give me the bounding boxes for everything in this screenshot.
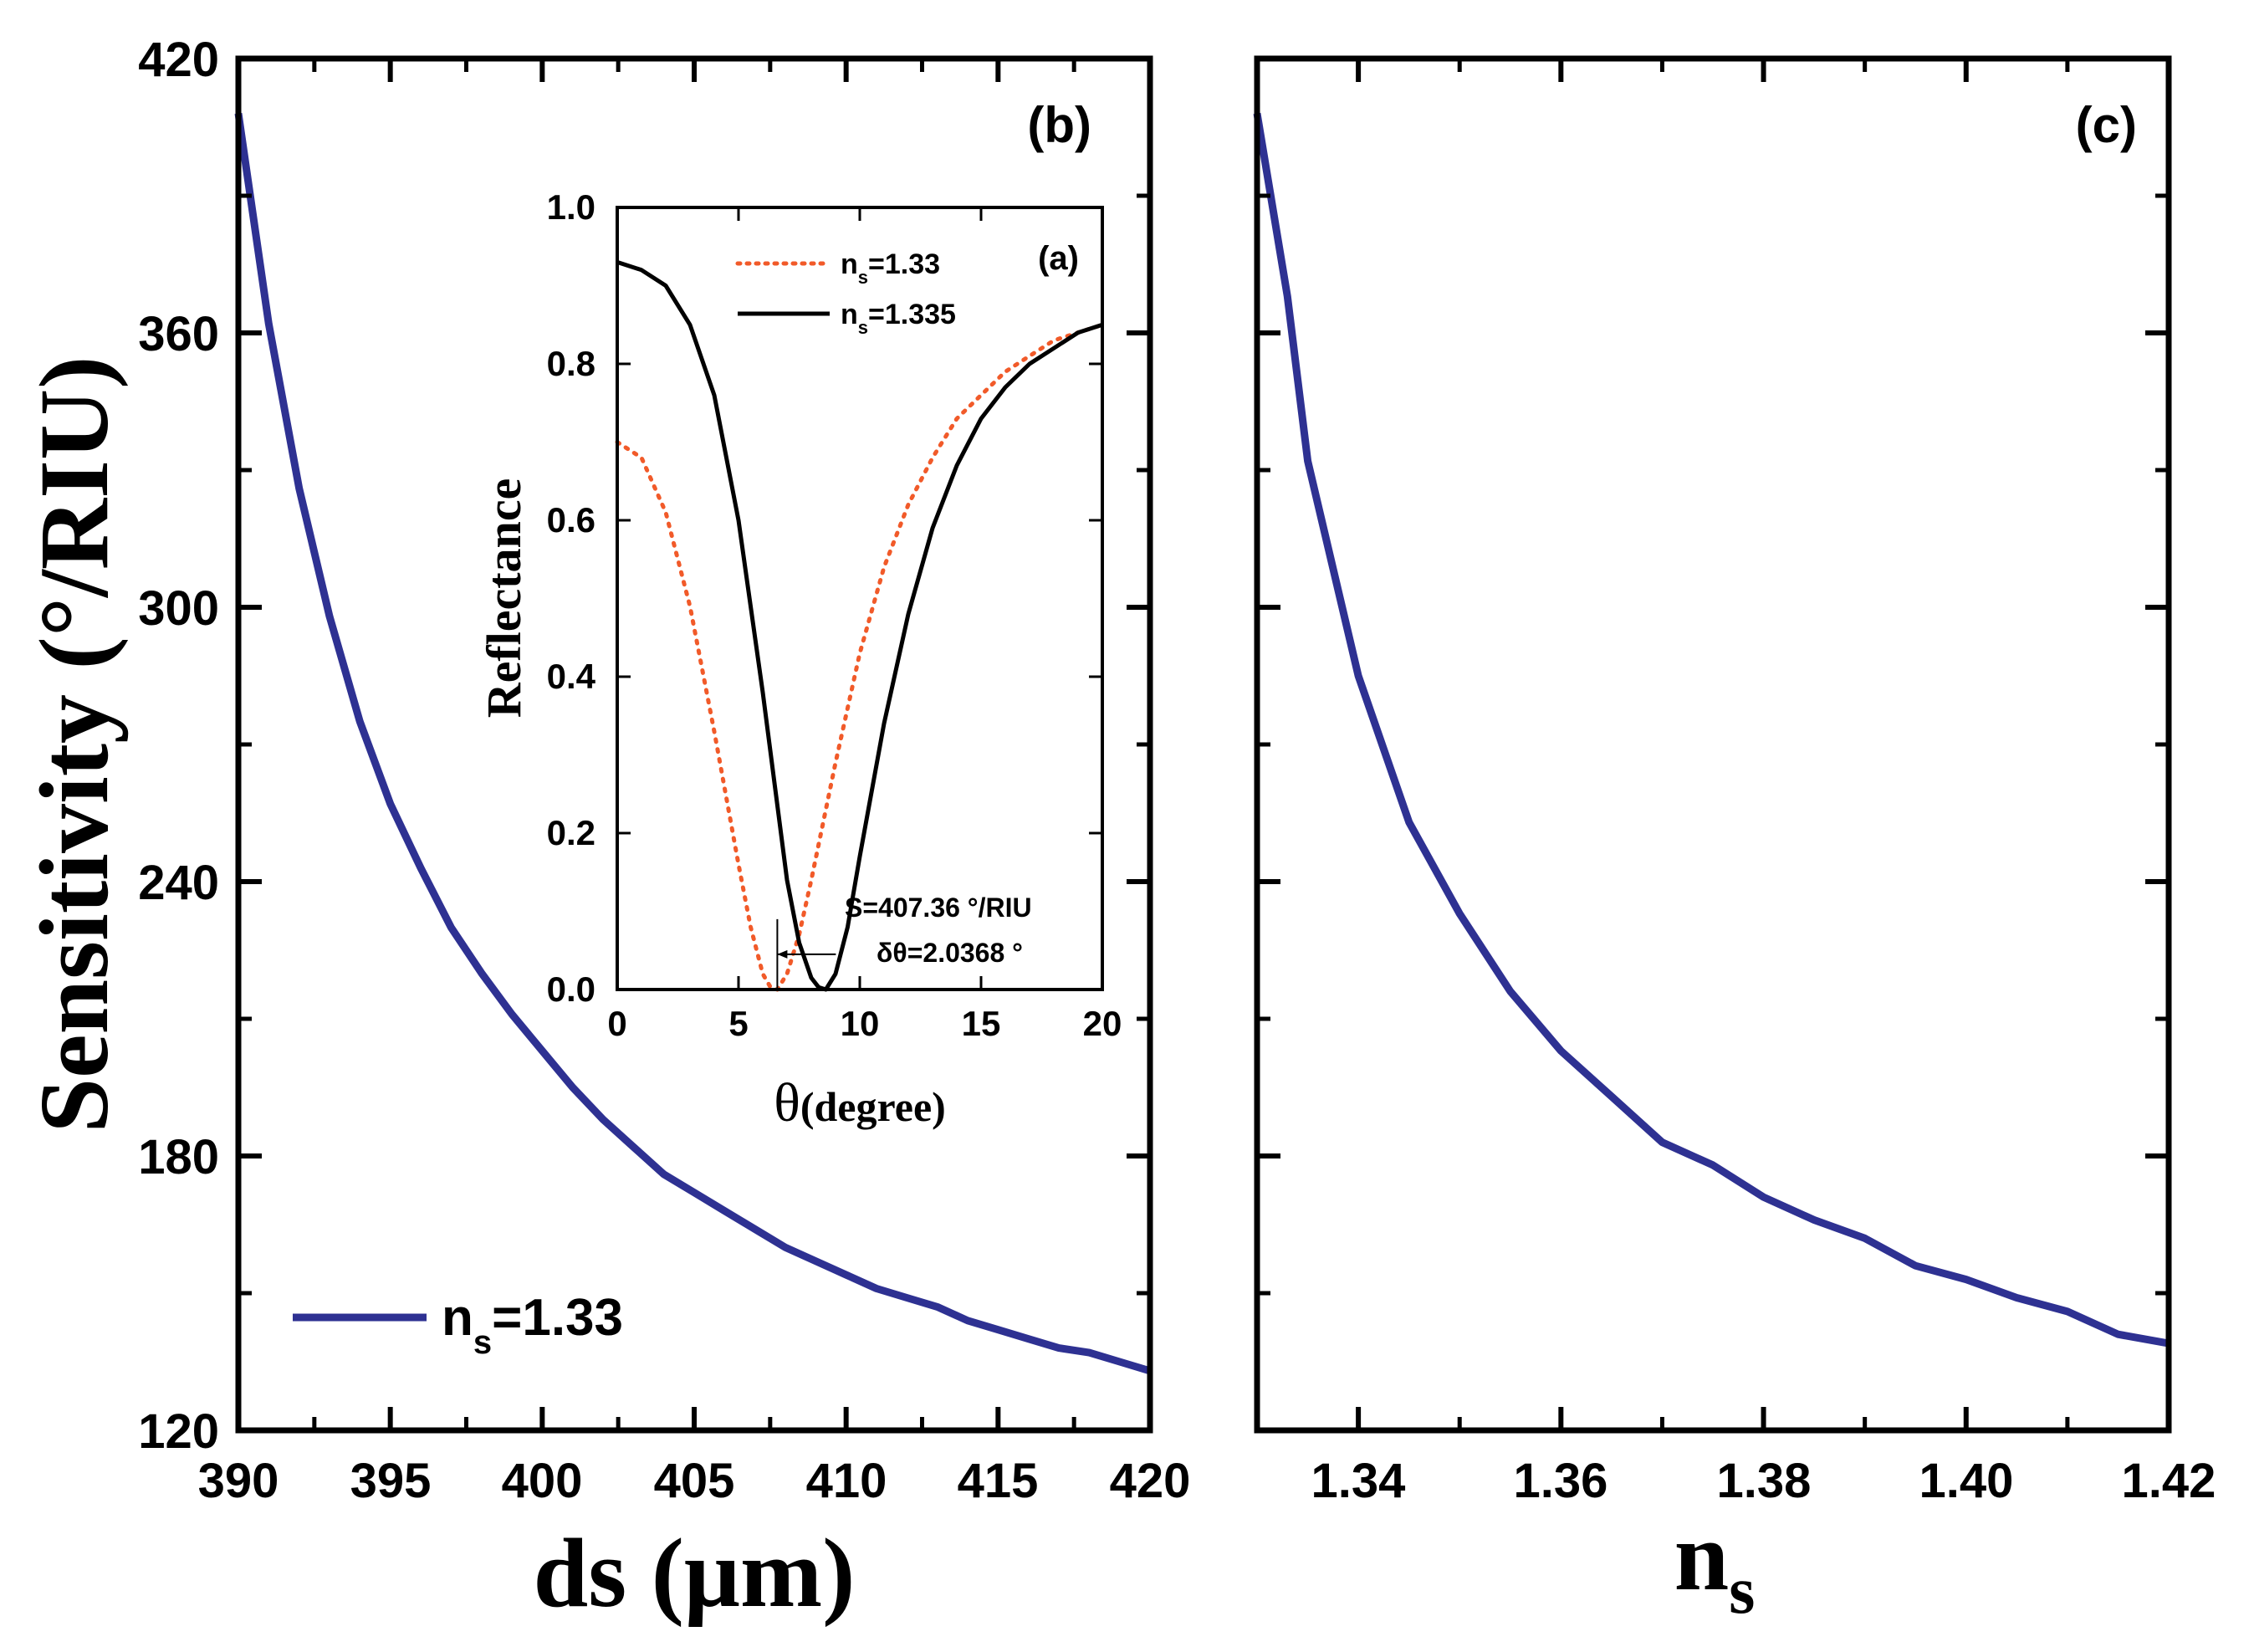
- inset-a-ytick-label: 0.0: [547, 969, 595, 1009]
- panel-b-ytick-label: 180: [138, 1130, 219, 1184]
- inset-a-ytick-label: 0.6: [547, 500, 595, 540]
- inset-a-sensitivity-annotation: S=407.36 °/RIU: [845, 892, 1032, 923]
- inset-a-label: (a): [1038, 240, 1079, 277]
- panel-c-label: (c): [2076, 97, 2137, 153]
- panel-b-ylabel: Sensitivity (°/RIU): [19, 356, 129, 1133]
- panel-c-xtick-label: 1.42: [2122, 1454, 2216, 1508]
- inset-a-data-layer: [615, 260, 1105, 992]
- panel-b-label: (b): [1027, 97, 1091, 153]
- panel-b-xtick-label: 400: [502, 1454, 583, 1508]
- inset-a-ticks: [616, 206, 1104, 991]
- panel-b: (b) 120 180 240 300 360 420 390 395 400 …: [19, 33, 1190, 1628]
- panel-b-data-layer: [234, 112, 1152, 1375]
- panel-c: (c) 1.34 1.36 1.38 1.40 1.42 ns: [1253, 55, 2216, 1628]
- panel-b-ytick-label: 120: [138, 1404, 219, 1459]
- panel-c-xlabel: ns: [1674, 1501, 1756, 1628]
- panel-c-xtick-label: 1.36: [1514, 1454, 1608, 1508]
- panel-c-xtick-label: 1.38: [1717, 1454, 1812, 1508]
- panel-b-xtick-label: 405: [654, 1454, 735, 1508]
- panel-c-data-layer: [1253, 112, 2170, 1348]
- panel-b-xlabel: ds (μm): [534, 1518, 856, 1628]
- inset-a: (a) 0.0 0.2 0.4 0.6 0.8 1.0 0 5 10 15 20…: [477, 187, 1122, 1133]
- inset-a-series-solid: [616, 260, 1103, 992]
- panel-b-ytick-label: 420: [138, 33, 219, 87]
- panel-c-xtick-label: 1.34: [1311, 1454, 1406, 1508]
- inset-a-xtick-label: 20: [1083, 1004, 1122, 1043]
- panel-c-frame: [1254, 55, 2172, 1434]
- panel-c-series-line: [1253, 112, 2170, 1348]
- panel-b-xtick-label: 395: [350, 1454, 432, 1508]
- inset-a-legend-label: ns=1.33: [841, 248, 940, 288]
- inset-a-xtick-label: 10: [841, 1004, 880, 1043]
- inset-a-xtick-label: 0: [607, 1004, 626, 1043]
- inset-a-xlabel: θ(degree): [774, 1072, 946, 1133]
- panel-b-ytick-label: 360: [138, 307, 219, 361]
- panel-b-series-line: [234, 112, 1152, 1375]
- panel-c-xtick-label: 1.40: [1919, 1454, 2014, 1508]
- panel-b-xtick-label: 415: [958, 1454, 1039, 1508]
- inset-a-frame: [616, 206, 1104, 991]
- inset-a-shift-annotation: δθ=2.0368 °: [877, 938, 1023, 968]
- panel-c-ticks: [1255, 56, 2171, 1433]
- panel-b-frame: [235, 55, 1153, 1434]
- inset-a-ytick-label: 0.2: [547, 813, 595, 852]
- inset-a-shift-arrowhead: [777, 949, 788, 959]
- panel-b-ytick-label: 240: [138, 856, 219, 910]
- inset-a-legend-label: ns=1.335: [841, 299, 956, 338]
- inset-a-ytick-label: 0.4: [547, 657, 596, 696]
- inset-a-xtick-label: 5: [728, 1004, 748, 1043]
- inset-a-ytick-label: 1.0: [547, 187, 595, 227]
- inset-a-series-dotted: [615, 322, 1105, 992]
- inset-a-ytick-label: 0.8: [547, 344, 595, 383]
- panel-b-legend-label: ns=1.33: [442, 1289, 623, 1361]
- panel-b-xtick-label: 420: [1110, 1454, 1191, 1508]
- inset-a-xtick-label: 15: [962, 1004, 1001, 1043]
- panel-b-xtick-label: 390: [198, 1454, 279, 1508]
- panel-b-ytick-label: 300: [138, 581, 219, 636]
- panel-b-xtick-label: 410: [806, 1454, 887, 1508]
- inset-a-ylabel: Reflectance: [477, 478, 531, 719]
